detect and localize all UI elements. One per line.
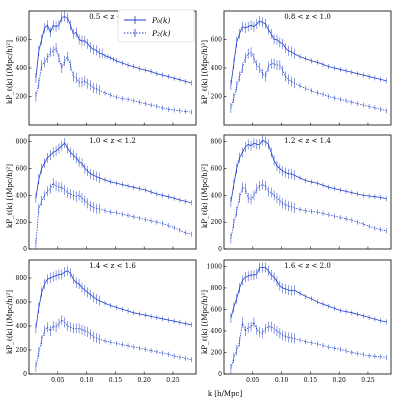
x-tick-label: 0.20: [332, 377, 346, 384]
y-tick-label: 600: [211, 306, 223, 313]
y-tick-label: 200: [211, 219, 223, 226]
legend: P₀(k) P₂(k): [117, 9, 195, 43]
figure-labels: k [h/Mpc] kP_ℓ(k) [(Mpc/h)²] kP_ℓ(k) [(M…: [6, 40, 242, 398]
x-tick-label: 0.25: [166, 377, 180, 384]
panel-title: 1.0 < z < 1.2: [89, 137, 136, 145]
x-tick-label: 0.25: [361, 377, 375, 384]
panel-title: 0.8 < z < 1.0: [284, 13, 331, 21]
x-tick-label: 0.15: [304, 377, 318, 384]
y-tick-label: 600: [16, 166, 28, 173]
y-tick-label: 400: [16, 65, 28, 72]
y-tick-label: 600: [211, 37, 223, 44]
x-tick-label: 0.05: [246, 377, 260, 384]
y-tick-label: 400: [16, 192, 28, 199]
y-tick-label: 800: [211, 285, 223, 292]
panel-frame: [223, 259, 392, 375]
y-tick-label: 0: [218, 371, 222, 378]
y-tick-label: 0: [218, 246, 222, 253]
series-line-p2: [35, 319, 192, 367]
x-tick-label: 0.15: [109, 377, 123, 384]
y-tick-label: 400: [211, 328, 223, 335]
series-line-p2: [230, 321, 387, 369]
y-tick-label: 1000: [207, 263, 222, 270]
series-p0: [230, 262, 387, 325]
panel-6: 1.6 < z < 2.0 0 200 400 600 800 1000 0.05 0.10 0.…: [207, 259, 392, 384]
legend-label-p0: P₀(k): [151, 16, 171, 25]
y-axis-label-row-1: kP_ℓ(k) [(Mpc/h)²]: [6, 40, 14, 104]
series-p2: [35, 43, 192, 115]
series-line-p2: [230, 51, 387, 112]
series-line-p0: [230, 139, 387, 203]
series-p0: [35, 11, 192, 86]
series-p2: [230, 317, 387, 374]
series-line-p0: [35, 142, 192, 204]
x-tick-label: 0.10: [80, 377, 94, 384]
y-tick-label: 200: [16, 219, 28, 226]
y-tick-label: 400: [16, 323, 28, 330]
panel-title: 0.5 < z < 0.8: [89, 13, 136, 21]
series-p2: [35, 315, 192, 372]
y-axis-label-row-3: kP_ℓ(k) [(Mpc/h)²]: [6, 290, 14, 354]
panel-4: 1.2 < z < 1.4 0 200 400 600 800: [211, 134, 392, 253]
y-tick-label: 800: [16, 275, 28, 282]
series-p2: [230, 179, 387, 244]
legend-box: [117, 9, 195, 43]
panel-3: 1.0 < z < 1.2 0 200 400 600 800: [16, 134, 197, 253]
panel-title: 1.6 < z < 2.0: [284, 262, 331, 270]
y-tick-label: 600: [16, 37, 28, 44]
x-tick-label: 0.05: [51, 377, 65, 384]
y-axis-label-row-2-right: kP_ℓ(k) [(Mpc/h)²]: [201, 164, 209, 228]
legend-label-p2: P₂(k): [151, 29, 171, 38]
y-tick-label: 0: [23, 246, 27, 253]
y-tick-label: 200: [16, 347, 28, 354]
y-tick-label: 400: [211, 65, 223, 72]
panel-title: 1.2 < z < 1.4: [284, 137, 331, 145]
y-tick-label: 400: [211, 192, 223, 199]
y-tick-label: 600: [16, 299, 28, 306]
series-p0: [35, 138, 192, 206]
series-line-p2: [35, 182, 192, 244]
panel-frame: [28, 134, 197, 250]
y-axis-label-row-2: kP_ℓ(k) [(Mpc/h)²]: [6, 164, 14, 228]
y-tick-label: 800: [16, 139, 28, 146]
series-line-p0: [230, 20, 387, 86]
panel-1: 0.5 < z < 0.8 200 400 600: [16, 10, 197, 126]
x-tick-label: 0.10: [275, 377, 289, 384]
y-tick-label: 200: [16, 94, 28, 101]
series-line-p0: [230, 267, 387, 323]
y-tick-label: 800: [211, 139, 223, 146]
y-axis-label-row-3-right: kP_ℓ(k) [(Mpc/h)²]: [201, 290, 209, 354]
y-tick-label: 0: [23, 371, 27, 378]
y-tick-label: 200: [211, 94, 223, 101]
series-line-p2: [230, 184, 387, 239]
panel-title: 1.4 < z < 1.6: [89, 262, 136, 270]
panel-frame: [223, 134, 392, 250]
y-axis-label-row-1-right: kP_ℓ(k) [(Mpc/h)²]: [201, 40, 209, 104]
series-p0: [35, 265, 192, 334]
series-line-p0: [35, 270, 192, 329]
panels-group: 0.5 < z < 0.8 200 400 600 0.8 < z < 1.0 200 40…: [16, 10, 392, 384]
panel-frame: [223, 10, 392, 126]
series-line-p0: [35, 16, 192, 84]
series-p2: [35, 178, 192, 249]
series-p2: [230, 47, 387, 114]
x-axis-label: k [h/Mpc]: [208, 390, 243, 398]
x-tick-label: 0.20: [137, 377, 151, 384]
y-tick-label: 600: [211, 166, 223, 173]
panel-frame: [28, 259, 197, 375]
panel-2: 0.8 < z < 1.0 200 400 600: [211, 10, 392, 126]
panel-5: 1.4 < z < 1.6 0 200 400 600 800 0.05 0.10 0.15 0.…: [16, 259, 197, 384]
y-tick-label: 200: [211, 349, 223, 356]
series-p0: [230, 15, 387, 91]
series-p0: [230, 135, 387, 208]
